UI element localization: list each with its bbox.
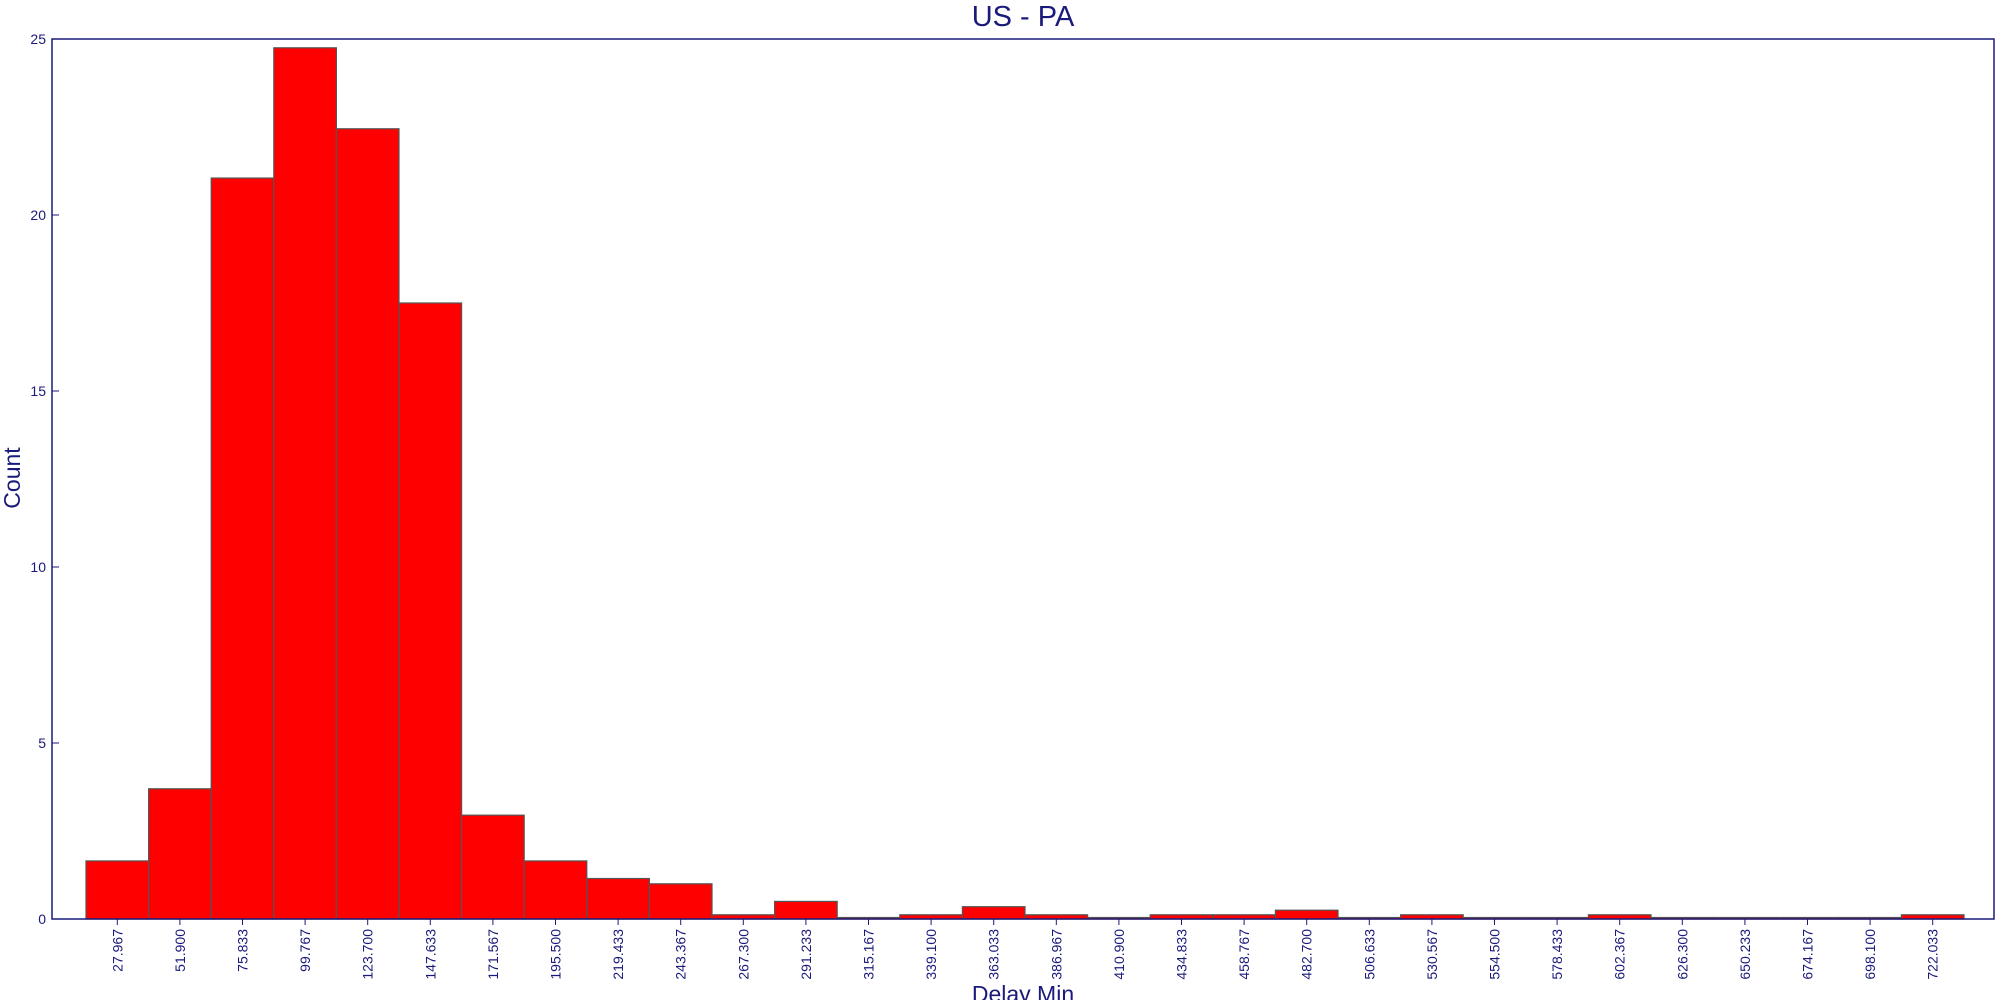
x-tick-label: 27.967 bbox=[109, 929, 125, 972]
x-tick-label: 650.233 bbox=[1737, 929, 1753, 980]
x-tick-label: 291.233 bbox=[798, 929, 814, 980]
x-axis-title: Delay Min bbox=[972, 981, 1074, 1000]
x-tick-label: 434.833 bbox=[1174, 929, 1190, 980]
y-tick-label: 20 bbox=[30, 207, 46, 223]
bar-195.500 bbox=[523, 860, 588, 920]
bar-219.433 bbox=[586, 877, 650, 920]
x-tick-label: 123.700 bbox=[360, 929, 376, 980]
bar-243.367 bbox=[648, 883, 713, 920]
x-tick-label: 195.500 bbox=[548, 929, 564, 980]
bars-group bbox=[85, 47, 1965, 920]
x-tick-label: 626.300 bbox=[1674, 929, 1690, 980]
bar-51.900 bbox=[148, 788, 212, 920]
x-tick-label: 315.167 bbox=[861, 929, 877, 980]
x-tick-label: 602.367 bbox=[1612, 929, 1628, 980]
x-tick-label: 99.767 bbox=[297, 929, 313, 972]
bar-99.767 bbox=[273, 47, 337, 920]
bar-147.633 bbox=[398, 302, 463, 920]
y-tick-label: 5 bbox=[38, 735, 46, 751]
x-tick-label: 578.433 bbox=[1549, 929, 1565, 980]
chart-title: US - PA bbox=[972, 1, 1075, 33]
x-axis: 27.967 51.900 75.833 99.767 123.700 147.633 17… bbox=[109, 919, 1941, 980]
bar-482.700 bbox=[1274, 909, 1339, 920]
x-tick-label: 75.833 bbox=[235, 929, 251, 972]
x-tick-label: 267.300 bbox=[735, 929, 751, 980]
bar-75.833 bbox=[210, 177, 275, 920]
y-tick-label: 15 bbox=[30, 383, 46, 399]
x-tick-label: 458.767 bbox=[1236, 929, 1252, 980]
x-tick-label: 363.033 bbox=[986, 929, 1002, 980]
x-tick-label: 410.900 bbox=[1111, 929, 1127, 980]
bar-123.700 bbox=[335, 128, 400, 920]
x-tick-label: 386.967 bbox=[1048, 929, 1064, 980]
y-axis: 0 5 10 15 20 25 bbox=[30, 31, 59, 927]
x-tick-label: 482.700 bbox=[1299, 929, 1315, 980]
y-tick-label: 10 bbox=[30, 559, 46, 575]
y-tick-label: 25 bbox=[30, 31, 46, 47]
bar-363.033 bbox=[961, 906, 1026, 920]
plot-frame bbox=[51, 38, 1995, 920]
x-tick-label: 171.567 bbox=[485, 929, 501, 980]
x-tick-label: 219.433 bbox=[610, 929, 626, 980]
x-tick-label: 698.100 bbox=[1862, 929, 1878, 980]
bar-291.233 bbox=[773, 900, 838, 920]
x-tick-label: 51.900 bbox=[172, 929, 188, 972]
x-tick-label: 339.100 bbox=[923, 929, 939, 980]
x-tick-label: 530.567 bbox=[1424, 929, 1440, 980]
bar-171.567 bbox=[461, 814, 525, 920]
bar-27.967 bbox=[85, 860, 150, 920]
x-tick-label: 554.500 bbox=[1487, 929, 1503, 980]
x-tick-label: 722.033 bbox=[1925, 929, 1941, 980]
x-tick-label: 674.167 bbox=[1800, 929, 1816, 980]
y-tick-label: 0 bbox=[38, 911, 46, 927]
x-tick-label: 506.633 bbox=[1361, 929, 1377, 980]
y-axis-title: Count bbox=[0, 447, 25, 509]
x-tick-label: 147.633 bbox=[422, 929, 438, 980]
x-tick-label: 243.367 bbox=[673, 929, 689, 980]
